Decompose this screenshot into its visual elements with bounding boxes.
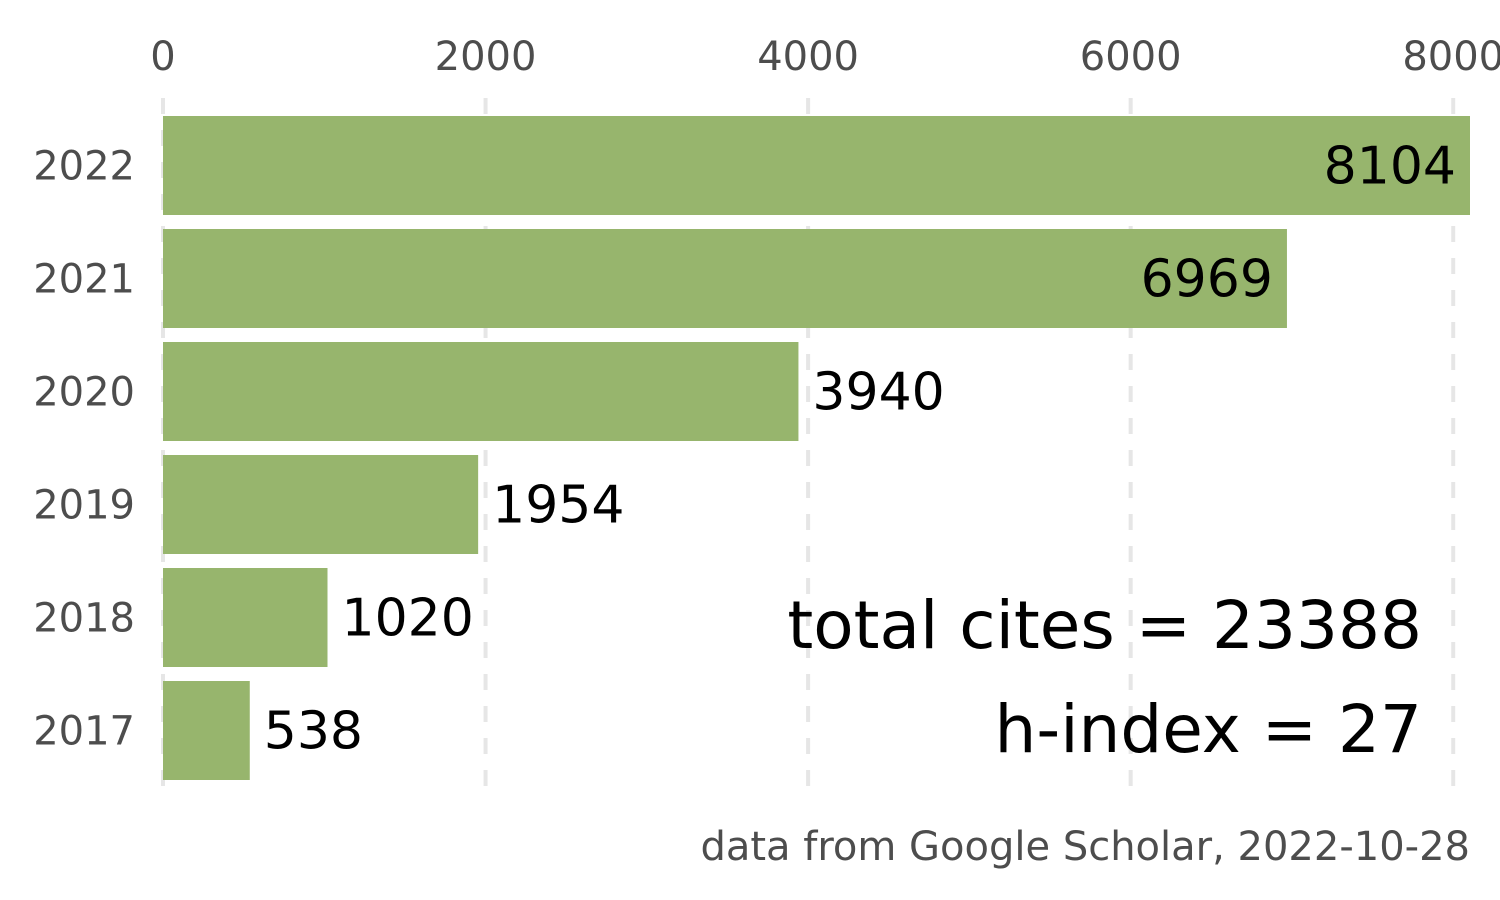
value-label-2020: 3940 <box>812 363 944 423</box>
x-tick-label-6000: 6000 <box>1080 34 1182 80</box>
bar-2021 <box>163 229 1287 328</box>
value-label-2022: 8104 <box>1324 137 1456 197</box>
bar-2017 <box>163 681 250 780</box>
bar-2022 <box>163 116 1470 215</box>
value-label-2017: 538 <box>264 702 363 762</box>
y-tick-label-2018: 2018 <box>33 596 135 642</box>
y-axis-ticks: 2022 2021 2020 2019 2018 2017 <box>33 144 135 755</box>
y-tick-label-2019: 2019 <box>33 483 135 529</box>
value-label-2018: 1020 <box>342 589 474 649</box>
bar-2018 <box>163 568 328 667</box>
bar-value-labels: 8104 6969 3940 1954 1020 538 <box>264 137 1456 762</box>
x-tick-label-2000: 2000 <box>435 34 537 80</box>
y-tick-label-2022: 2022 <box>33 144 135 190</box>
y-tick-label-2020: 2020 <box>33 370 135 416</box>
bar-2020 <box>163 342 799 441</box>
y-tick-label-2021: 2021 <box>33 257 135 303</box>
y-tick-label-2017: 2017 <box>33 709 135 755</box>
value-label-2019: 1954 <box>492 476 624 536</box>
h-index-annotation: h-index = 27 <box>995 691 1422 768</box>
bars <box>163 116 1470 780</box>
x-tick-label-0: 0 <box>150 34 175 80</box>
total-cites-annotation: total cites = 23388 <box>787 587 1422 664</box>
value-label-2021: 6969 <box>1141 250 1273 310</box>
x-tick-label-4000: 4000 <box>757 34 859 80</box>
x-axis-ticks: 0 2000 4000 6000 8000 <box>150 34 1500 80</box>
bar-2019 <box>163 455 479 554</box>
data-source-caption: data from Google Scholar, 2022-10-28 <box>700 824 1470 870</box>
x-tick-label-8000: 8000 <box>1402 34 1500 80</box>
